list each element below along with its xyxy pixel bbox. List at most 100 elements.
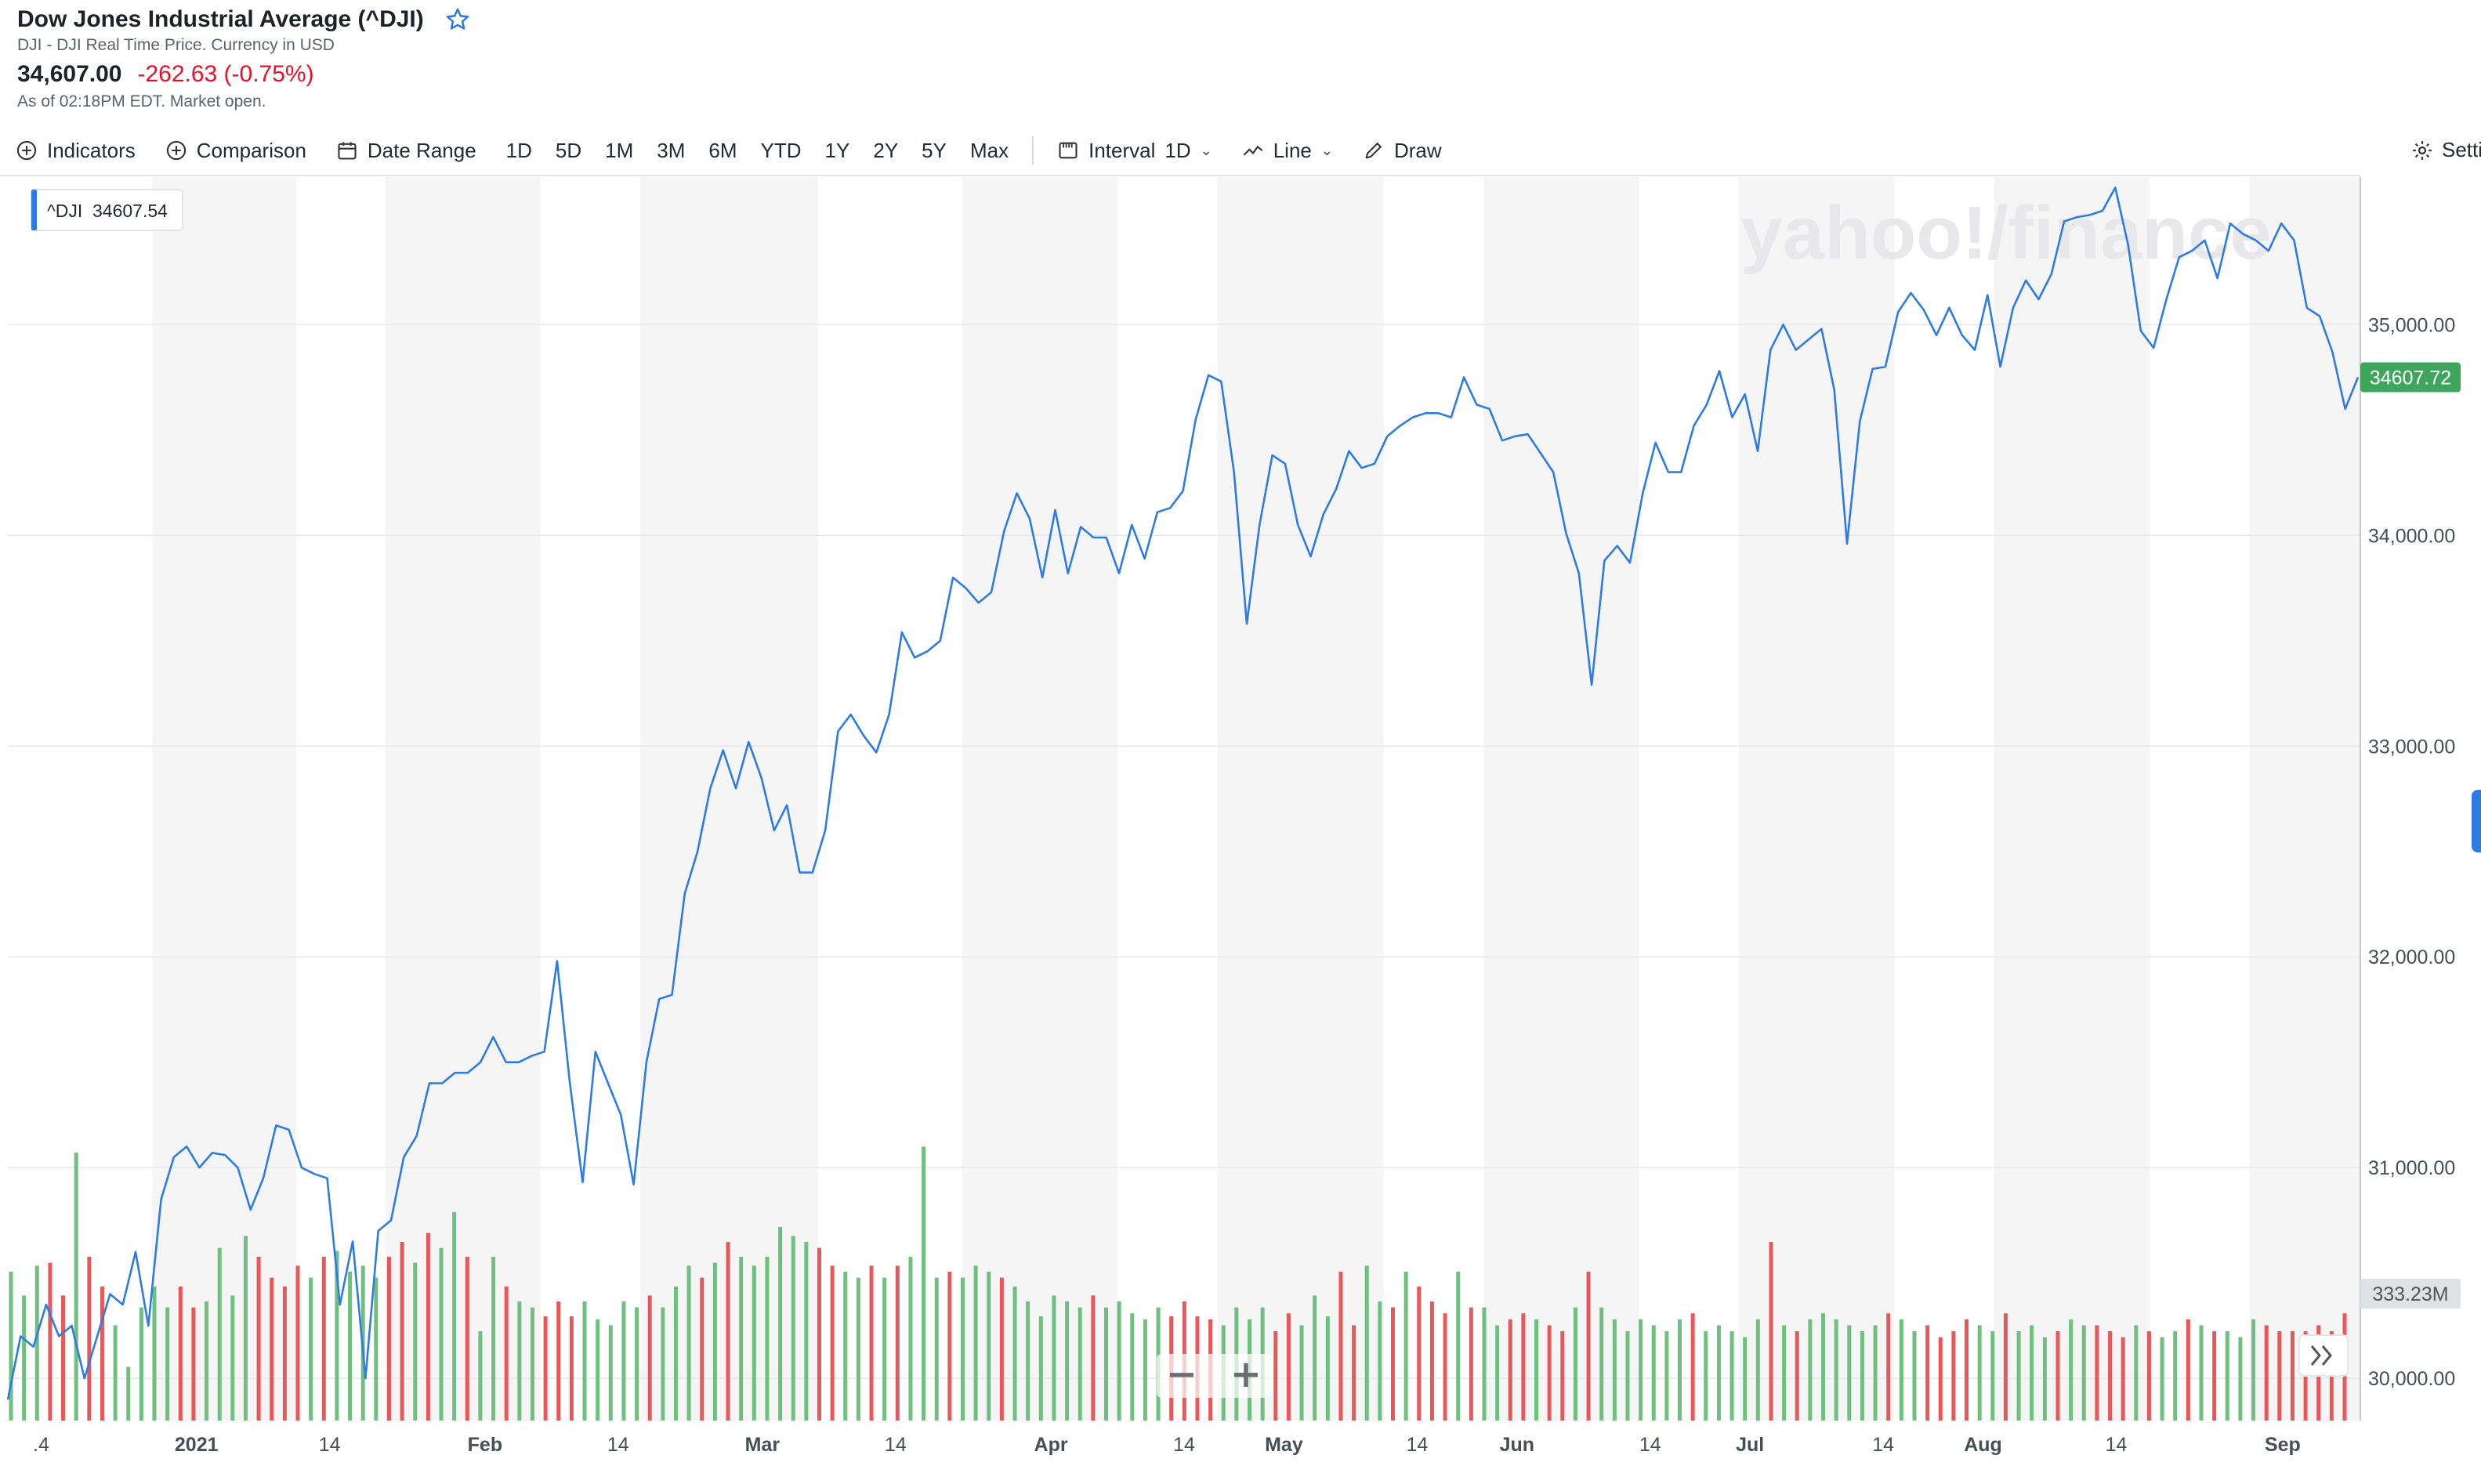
x-tick-label: Sep: [2265, 1434, 2301, 1456]
comparison-button[interactable]: Comparison: [165, 139, 306, 163]
indicators-button[interactable]: Indicators: [16, 139, 136, 163]
volume-bar: [608, 1325, 613, 1421]
chart-toolbar: Indicators Comparison Date Range 1D 5D 1…: [16, 132, 1472, 169]
volume-bar: [139, 1307, 143, 1421]
volume-bar: [1743, 1337, 1748, 1421]
volume-bar: [2055, 1331, 2060, 1421]
y-tick-label: 35,000.00: [2368, 314, 2455, 336]
pencil-icon: [1365, 143, 1382, 159]
volume-bar: [2264, 1325, 2269, 1421]
date-range-button[interactable]: Date Range: [336, 139, 476, 163]
volume-bar: [1873, 1325, 1878, 1421]
volume-bar: [1508, 1319, 1512, 1421]
volume-bar: [2225, 1331, 2229, 1421]
as-of-text: As of 02:18PM EDT. Market open.: [17, 92, 266, 110]
volume-bar: [22, 1295, 27, 1421]
volume-bar: [348, 1272, 353, 1421]
volume-bar: [2095, 1325, 2099, 1421]
volume-bar: [791, 1236, 795, 1421]
volume-bar: [1899, 1319, 1903, 1421]
zoom-in-button[interactable]: +: [1230, 1352, 1262, 1396]
volume-bar: [869, 1265, 874, 1421]
range-3m[interactable]: 3M: [657, 138, 686, 162]
volume-bar: [34, 1265, 39, 1421]
volume-bar: [934, 1277, 939, 1421]
watermark: yahoo!/finance: [1740, 191, 2271, 275]
volume-bar: [1117, 1301, 1121, 1421]
volume-bar: [843, 1272, 848, 1421]
range-2y[interactable]: 2Y: [873, 138, 899, 162]
volume-bar: [1886, 1313, 1891, 1421]
range-5d[interactable]: 5D: [555, 138, 582, 162]
volume-bar: [1664, 1331, 1669, 1421]
draw-button[interactable]: Draw: [1363, 139, 1442, 163]
settings-button[interactable]: Setti: [2410, 138, 2481, 162]
volume-bar: [1391, 1307, 1396, 1421]
volume-bar: [2290, 1331, 2294, 1421]
last-price-label: 34607.72: [2370, 367, 2451, 389]
volume-bar: [739, 1257, 744, 1421]
volume-bar: [1951, 1331, 1956, 1421]
legend-symbol: ^DJI: [47, 201, 82, 221]
volume-bar: [230, 1295, 235, 1421]
volume-bar: [2108, 1331, 2113, 1421]
range-6m[interactable]: 6M: [708, 138, 737, 162]
date-range-label: Date Range: [367, 138, 476, 162]
volume-bar: [1273, 1331, 1278, 1421]
volume-bar: [673, 1287, 678, 1421]
zoom-out-button[interactable]: −: [1166, 1352, 1197, 1396]
volume-bar: [517, 1301, 522, 1421]
volume-bar: [386, 1257, 391, 1421]
volume-bar: [596, 1319, 600, 1421]
interval-icon: [1059, 142, 1078, 159]
draw-label: Draw: [1393, 138, 1442, 162]
x-tick-label: Jun: [1500, 1434, 1534, 1456]
volume-bar: [661, 1307, 665, 1421]
toolbar-divider: [1032, 136, 1034, 165]
month-band: [152, 177, 297, 1421]
page-title: Dow Jones Industrial Average (^DJI): [17, 6, 424, 32]
chevron-down-icon: ⌄: [1200, 142, 1212, 158]
chart-type-dropdown[interactable]: Line ⌄: [1242, 139, 1333, 163]
range-ytd[interactable]: YTD: [760, 138, 802, 162]
volume-bar: [1038, 1316, 1043, 1421]
range-max[interactable]: Max: [969, 138, 1009, 162]
volume-bar: [1704, 1331, 1708, 1421]
volume-bar: [2016, 1331, 2021, 1421]
volume-bar: [1495, 1325, 1500, 1421]
volume-bar: [987, 1272, 991, 1421]
star-icon[interactable]: [444, 6, 471, 33]
y-tick-label: 30,000.00: [2368, 1368, 2455, 1390]
volume-bar: [1651, 1325, 1656, 1421]
range-1m[interactable]: 1M: [605, 138, 634, 162]
calendar-icon: [338, 142, 357, 160]
range-1y[interactable]: 1Y: [824, 138, 850, 162]
volume-bar: [1573, 1307, 1577, 1421]
volume-bar: [1925, 1325, 1930, 1421]
x-tick-label: 14: [1872, 1434, 1894, 1456]
volume-bar: [282, 1287, 287, 1421]
volume-bar: [452, 1212, 457, 1421]
volume-bar: [2186, 1319, 2190, 1421]
interval-dropdown[interactable]: Interval 1D ⌄: [1057, 139, 1212, 163]
range-5y[interactable]: 5Y: [922, 138, 947, 162]
volume-bar: [1625, 1331, 1630, 1421]
side-panel-tab[interactable]: [2472, 790, 2481, 852]
volume-bar: [1352, 1325, 1356, 1421]
price-series-line: [6, 186, 2360, 1400]
volume-bar: [817, 1247, 821, 1421]
scroll-right-button[interactable]: [2298, 1334, 2349, 1377]
month-bands: [152, 177, 2360, 1421]
volume-bar: [1716, 1325, 1721, 1421]
current-price: 34,607.00: [17, 61, 122, 87]
volume-bar: [908, 1257, 913, 1421]
volume-bar: [1834, 1319, 1838, 1421]
month-band: [962, 177, 1118, 1421]
price-chart[interactable]: yahoo!/finance 30,000.00 31,000.00 32,000.…: [0, 172, 2481, 1484]
volume-bar: [1990, 1331, 1995, 1421]
plus-circle-icon: [16, 140, 37, 161]
range-1d[interactable]: 1D: [505, 138, 532, 162]
volume-bar: [1091, 1295, 1096, 1421]
x-tick-label: Aug: [1964, 1434, 2002, 1456]
x-tick-label: 14: [1406, 1434, 1428, 1456]
